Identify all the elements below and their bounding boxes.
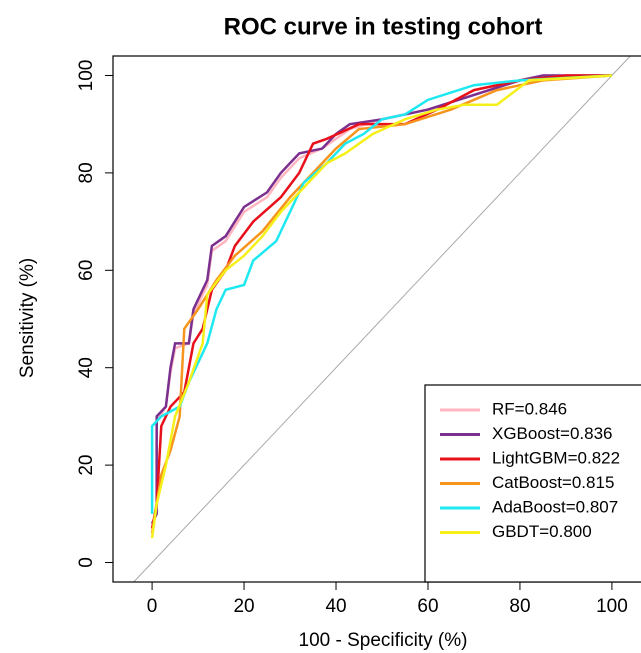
x-tick-label: 40: [325, 596, 346, 617]
y-tick-label: 80: [76, 162, 97, 183]
x-tick-label: 80: [509, 596, 530, 617]
roc-curve: [150, 74, 612, 529]
y-tick-label: 60: [76, 260, 97, 281]
legend-label: CatBoost=0.815: [492, 473, 614, 492]
x-tick-label: 60: [417, 596, 438, 617]
y-tick-label: 100: [76, 60, 97, 92]
reference-diagonal: [133, 55, 631, 583]
legend-label: AdaBoost=0.807: [492, 497, 618, 516]
legend-label: GBDT=0.800: [492, 522, 592, 541]
roc-curve: [150, 74, 612, 525]
x-tick-label: 0: [147, 596, 158, 617]
y-tick-label: 40: [76, 357, 97, 378]
x-tick-label: 20: [233, 596, 254, 617]
y-tick-label: 20: [76, 455, 97, 476]
y-tick-label: 0: [76, 557, 97, 568]
roc-curve: [150, 74, 612, 539]
chart-title: ROC curve in testing cohort: [224, 13, 543, 40]
legend-label: RF=0.846: [492, 399, 567, 418]
y-axis-label: Sensitivity (%): [17, 258, 38, 378]
x-tick-label: 100: [596, 596, 628, 617]
x-axis-label: 100 - Specificity (%): [299, 630, 468, 651]
legend-label: XGBoost=0.836: [492, 424, 613, 443]
plot-frame: [112, 55, 641, 583]
legend-label: LightGBM=0.822: [492, 448, 620, 467]
